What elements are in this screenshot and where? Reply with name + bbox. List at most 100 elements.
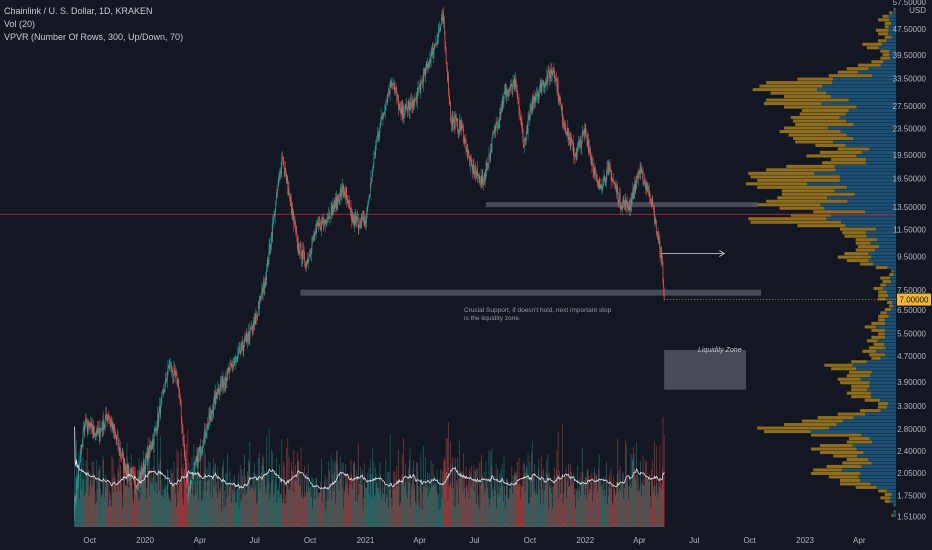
candle-body	[226, 377, 227, 381]
candle-body	[401, 107, 402, 114]
candle-body	[525, 137, 526, 142]
volume-bar	[250, 490, 251, 527]
profile-row-up	[882, 286, 896, 291]
profile-row-up	[872, 262, 896, 266]
volume-bar	[129, 486, 130, 527]
candle-body	[92, 426, 94, 433]
candle-body	[336, 194, 338, 204]
volume-bar	[391, 506, 393, 527]
volume-bar	[366, 472, 368, 527]
candle-body	[204, 428, 206, 436]
profile-row-down	[810, 471, 861, 475]
candle-body	[265, 277, 266, 284]
volume-bar	[290, 478, 292, 527]
volume-bar	[157, 435, 159, 527]
candle-body	[218, 388, 219, 393]
candle-body	[294, 222, 296, 227]
volume-bar	[198, 473, 200, 527]
volume-bar	[419, 482, 421, 527]
candle-body	[319, 222, 321, 226]
candle-body	[412, 98, 413, 107]
volume-bar	[546, 460, 548, 527]
profile-row-down	[831, 367, 857, 371]
volume-bar	[100, 488, 101, 527]
candle-body	[174, 369, 176, 375]
profile-row-up	[868, 457, 896, 462]
volume-bar	[336, 451, 337, 527]
candle-body	[385, 102, 387, 111]
candle-body	[404, 113, 405, 117]
volume-bar	[573, 472, 575, 527]
candle-body	[497, 124, 499, 128]
vpvr-indicator-label[interactable]: VPVR (Number Of Rows, 300, Up/Down, 70)	[4, 32, 184, 42]
profile-row-down	[819, 450, 864, 455]
profile-row-up	[870, 482, 896, 486]
candle-body	[278, 178, 280, 183]
time-tick-label: Apr	[853, 536, 866, 545]
volume-bar	[305, 497, 307, 527]
candle-body	[583, 132, 584, 135]
candle-body	[511, 83, 513, 90]
volume-bar	[293, 449, 295, 527]
volume-bar	[476, 467, 478, 527]
candle-body	[638, 172, 640, 175]
candle-body	[479, 182, 481, 184]
candle-body	[156, 428, 157, 432]
candle-body	[581, 141, 583, 148]
candle-body	[655, 220, 657, 221]
profile-row-up	[888, 293, 896, 298]
profile-row-up	[836, 423, 896, 427]
candle-body	[402, 106, 404, 116]
volume-bar	[332, 459, 334, 527]
volume-bar	[195, 492, 197, 527]
candle-body	[384, 110, 386, 112]
volume-indicator-label[interactable]: Vol (20)	[4, 19, 36, 29]
volume-bar	[589, 489, 590, 527]
candle-body	[581, 132, 583, 142]
candle-body	[168, 367, 170, 368]
candle-body	[109, 418, 110, 420]
candle-body	[650, 199, 652, 201]
price-axis[interactable]: USD 1.510001.750002.050002.400002.800003…	[893, 0, 927, 521]
profile-row-up	[868, 67, 896, 71]
volume-bar	[316, 487, 318, 527]
price-tick-label: 3.30000	[897, 402, 926, 411]
volume-bar	[648, 475, 650, 527]
candle-body	[612, 178, 613, 180]
candle-body	[151, 448, 153, 450]
volume-bar	[313, 484, 315, 527]
candle-body	[345, 192, 347, 195]
candle-body	[122, 453, 124, 454]
volume-bar	[430, 460, 432, 527]
volume-bar	[545, 472, 547, 527]
candle-body	[95, 433, 97, 436]
time-axis[interactable]: Oct 2020 Apr Jul Oct 2021 Apr Jul Oct 2022 Apr Jul O…	[83, 536, 865, 545]
volume-bar	[412, 478, 413, 527]
volume-bar	[172, 472, 174, 527]
volume-bar	[76, 481, 78, 527]
volume-bar	[336, 450, 338, 527]
candle-body	[153, 440, 154, 446]
candle-body	[460, 127, 462, 131]
candle-body	[283, 165, 285, 170]
volume-bar	[489, 505, 490, 527]
candle-body	[171, 366, 173, 372]
volume-bar	[594, 472, 596, 527]
candle-body	[216, 395, 218, 399]
candle-body	[542, 81, 544, 84]
candle-body	[421, 82, 422, 84]
symbol-title[interactable]: Chainlink / U. S. Dollar, 1D, KRAKEN	[4, 6, 153, 16]
volume-bar	[570, 471, 572, 527]
volume-bar	[599, 478, 601, 527]
volume-bar	[322, 489, 324, 527]
candle-body	[311, 242, 313, 252]
profile-row-down	[828, 74, 872, 78]
volume-bar	[227, 453, 228, 527]
volume-bar	[145, 498, 147, 527]
candle-body	[613, 181, 615, 183]
candle-body	[101, 428, 103, 429]
candle-body	[400, 106, 402, 114]
candle-body	[212, 411, 213, 414]
profile-row-down	[857, 63, 881, 67]
